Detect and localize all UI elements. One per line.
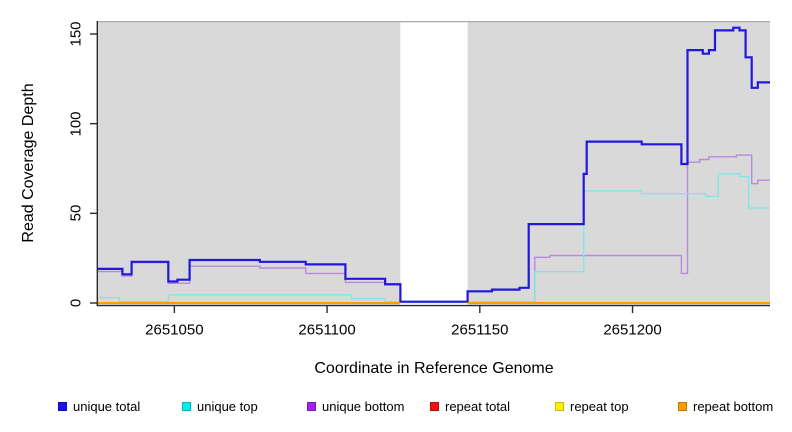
legend-swatch-icon xyxy=(307,401,316,411)
legend-label: repeat top xyxy=(570,398,629,414)
legend-swatch-icon xyxy=(678,401,687,411)
y-tick-label: 0 xyxy=(67,298,85,308)
x-tick-label: 2651100 xyxy=(298,321,356,339)
series-line-unique-top xyxy=(98,173,770,304)
y-tick-label: 50 xyxy=(67,204,85,222)
legend-item-repeat-total: repeat total xyxy=(430,398,511,414)
legend-item-unique-top: unique top xyxy=(182,398,258,414)
x-tick-label: 2651150 xyxy=(451,321,509,339)
legend-label: unique top xyxy=(197,398,258,414)
legend-swatch-icon xyxy=(58,401,67,411)
legend-label: unique bottom xyxy=(322,398,405,414)
series-line-unique-total xyxy=(98,26,770,303)
legend-item-repeat-top: repeat top xyxy=(555,398,629,414)
y-tick-label: 100 xyxy=(67,111,85,137)
legend-label: unique total xyxy=(73,398,141,414)
legend-label: repeat total xyxy=(445,398,511,414)
legend-swatch-icon xyxy=(430,401,439,411)
x-tick-label: 2651050 xyxy=(145,321,204,339)
y-axis-title: Read Coverage Depth xyxy=(20,83,37,243)
legend-swatch-icon xyxy=(555,401,564,411)
legend-item-unique-total: unique total xyxy=(58,398,141,414)
y-tick-label: 150 xyxy=(67,21,85,47)
legend-swatch-icon xyxy=(182,401,191,411)
x-axis-title: Coordinate in Reference Genome xyxy=(314,360,554,377)
legend-item-unique-bottom: unique bottom xyxy=(307,398,405,414)
coverage-gap-region xyxy=(400,22,468,306)
legend-label: repeat bottom xyxy=(693,398,774,414)
legend-item-repeat-bottom: repeat bottom xyxy=(678,398,774,414)
x-tick-label: 2651200 xyxy=(603,321,662,339)
